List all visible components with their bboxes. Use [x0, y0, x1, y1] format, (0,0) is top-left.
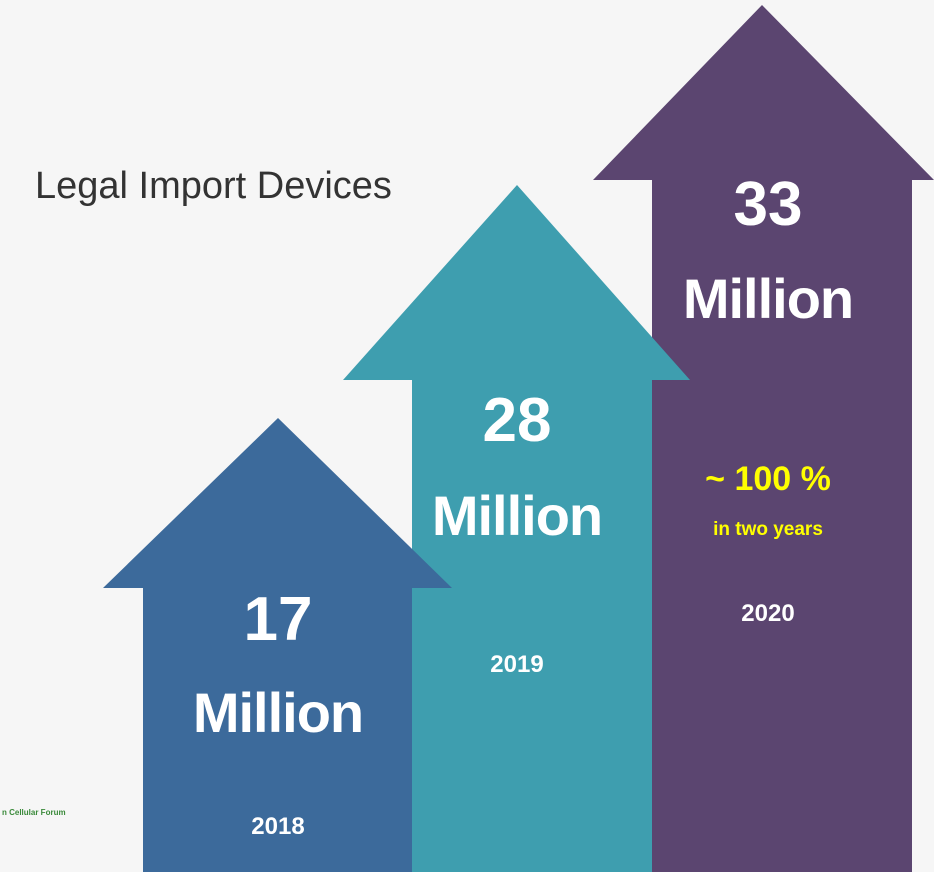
subnote: in two years [713, 519, 823, 540]
arrow-2019 [343, 185, 690, 872]
year: 2018 [251, 813, 304, 840]
year: 2020 [741, 600, 794, 627]
unit: Million [193, 681, 363, 744]
unit: Million [683, 267, 853, 330]
year: 2019 [490, 651, 543, 678]
arrow-2020 [593, 5, 934, 872]
note: ~ 100 % [705, 460, 831, 498]
value: 17 [244, 585, 313, 654]
unit: Million [432, 484, 602, 547]
arrow-2018 [103, 418, 452, 872]
title: Legal Import Devices [35, 165, 392, 207]
footer: n Cellular Forum [2, 808, 66, 817]
value: 28 [483, 386, 552, 455]
value: 33 [734, 170, 803, 239]
